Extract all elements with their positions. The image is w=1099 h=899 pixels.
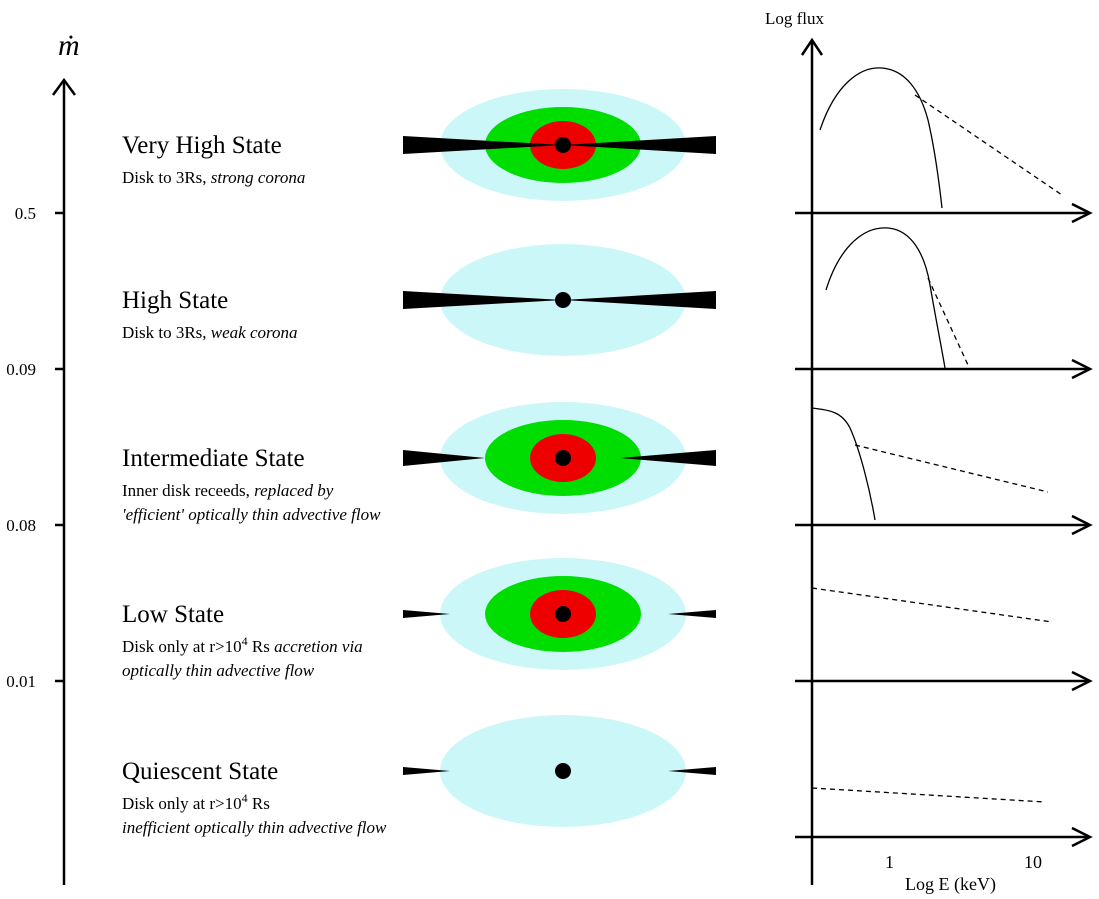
axis-arrow [1071, 670, 1093, 692]
x-tick: 10 [1024, 852, 1042, 872]
disk [403, 291, 563, 309]
text-segment: Disk only at r>10 [122, 637, 242, 656]
tick-label: 0.5 [15, 204, 36, 223]
tick-label: 0.01 [6, 672, 36, 691]
disk [563, 136, 716, 154]
black-hole [555, 450, 571, 466]
disk [668, 610, 716, 618]
state-description: Disk only at r>104 Rs accretion via [122, 634, 363, 656]
state-description: 'efficient' optically thin advective flo… [122, 505, 381, 524]
text-segment: Rs [248, 794, 270, 813]
tick-label: 0.08 [6, 516, 36, 535]
y-label: Log flux [765, 9, 825, 28]
state-title: Low State [122, 601, 224, 628]
text-segment: Disk to 3Rs, [122, 168, 211, 187]
text-segment: Inner disk receeds, [122, 481, 254, 500]
state-title: Very High State [122, 132, 282, 159]
disk [403, 767, 450, 775]
spectrum-curve [811, 407, 876, 521]
spectrum-powerlaw [811, 787, 1046, 803]
disk [563, 291, 716, 309]
spectrum-powerlaw [914, 94, 1063, 196]
disk [668, 767, 716, 775]
state-title: High State [122, 287, 228, 314]
axis-arrow [1071, 202, 1093, 224]
black-hole [555, 292, 571, 308]
text-segment: accretion via [274, 637, 363, 656]
text-segment: inefficient optically thin advective flo… [122, 818, 387, 837]
state-title: Quiescent State [122, 758, 278, 785]
x-tick: 1 [885, 852, 894, 872]
axis-arrow [51, 77, 77, 96]
black-hole [555, 606, 571, 622]
axis-arrow [1071, 514, 1093, 536]
state-description: Disk to 3Rs, weak corona [122, 323, 298, 342]
text-segment: 'efficient' optically thin advective flo… [122, 505, 381, 524]
state-title: Intermediate State [122, 445, 305, 472]
disk [403, 450, 485, 466]
tick-label: 0.09 [6, 360, 36, 379]
state-description: inefficient optically thin advective flo… [122, 818, 387, 837]
text-segment: Disk to 3Rs, [122, 323, 211, 342]
text-segment: weak corona [211, 323, 298, 342]
text-segment: strong corona [211, 168, 306, 187]
state-description: Disk only at r>104 Rs [122, 791, 270, 813]
spectrum-curve [819, 67, 943, 209]
disk [403, 136, 563, 154]
text-segment: Rs [248, 637, 274, 656]
black-hole [555, 137, 571, 153]
state-description: Inner disk receeds, replaced by [122, 481, 334, 500]
axis-arrow [1071, 358, 1093, 380]
text-segment: replaced by [254, 481, 334, 500]
text-segment: Disk only at r>10 [122, 794, 242, 813]
disk [620, 450, 716, 466]
text-segment: optically thin advective flow [122, 661, 315, 680]
x-label: Log E (keV) [905, 874, 996, 895]
spectrum-powerlaw [854, 444, 1049, 493]
spectrum-curve [825, 227, 946, 369]
disk [403, 610, 450, 618]
text-segment: 4 [242, 791, 248, 805]
state-description: optically thin advective flow [122, 661, 315, 680]
axis-label: ṁ [58, 29, 80, 62]
axis-arrow [1071, 826, 1093, 848]
black-hole [555, 763, 571, 779]
spectrum-powerlaw [811, 587, 1053, 623]
spectrum-powerlaw [927, 277, 969, 366]
axis-arrow [800, 37, 824, 56]
text-segment: 4 [242, 634, 248, 648]
state-description: Disk to 3Rs, strong corona [122, 168, 305, 187]
